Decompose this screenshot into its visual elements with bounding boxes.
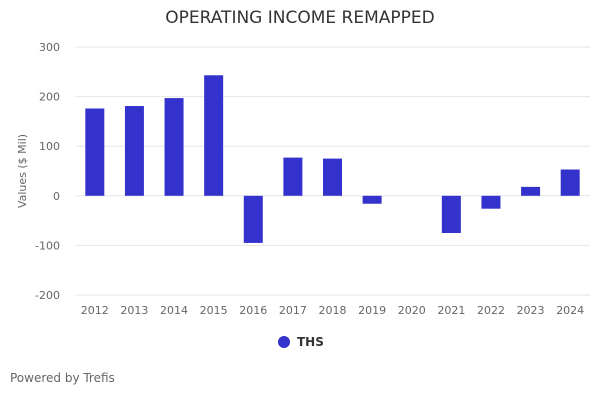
x-tick-label: 2018 bbox=[319, 304, 347, 317]
bar-2023 bbox=[521, 186, 541, 196]
y-tick-label: 300 bbox=[39, 41, 60, 54]
legend[interactable]: THS bbox=[278, 335, 324, 349]
legend-marker bbox=[278, 336, 290, 348]
x-tick-label: 2021 bbox=[437, 304, 465, 317]
x-tick-label: 2024 bbox=[556, 304, 584, 317]
y-tick-label: 100 bbox=[39, 140, 60, 153]
y-axis-label: Values ($ Mil) bbox=[16, 134, 29, 208]
x-tick-label: 2017 bbox=[279, 304, 307, 317]
y-tick-label: 0 bbox=[53, 190, 60, 203]
bar-2018 bbox=[323, 158, 342, 196]
x-tick-label: 2023 bbox=[517, 304, 545, 317]
x-tick-label: 2022 bbox=[477, 304, 505, 317]
x-tick-label: 2015 bbox=[200, 304, 228, 317]
x-tick-label: 2012 bbox=[81, 304, 109, 317]
bar-2021 bbox=[441, 195, 461, 233]
chart-title: OPERATING INCOME REMAPPED bbox=[165, 8, 435, 28]
bar-2019 bbox=[362, 195, 382, 204]
bar-2014 bbox=[164, 98, 184, 196]
x-tick-label: 2016 bbox=[239, 304, 267, 317]
y-tick-label: 200 bbox=[39, 91, 60, 104]
bar-2015 bbox=[204, 75, 224, 196]
x-tick-label: 2014 bbox=[160, 304, 188, 317]
powered-by-credit: Powered by Trefis bbox=[10, 371, 115, 385]
y-tick-label: -100 bbox=[35, 239, 60, 252]
bar-chart: 300 200 100 0 -100 -200 Values ($ Mil) 2012 2013… bbox=[16, 41, 590, 317]
bar-2012 bbox=[85, 108, 105, 196]
x-tick-label: 2020 bbox=[398, 304, 426, 317]
x-tick-label: 2019 bbox=[358, 304, 386, 317]
bar-2024 bbox=[560, 169, 580, 196]
bar-2016 bbox=[243, 195, 263, 243]
x-tick-label: 2013 bbox=[120, 304, 148, 317]
y-tick-label: -200 bbox=[35, 289, 60, 302]
bar-2017 bbox=[283, 157, 303, 196]
bar-2013 bbox=[124, 106, 144, 196]
bar-2022 bbox=[481, 195, 501, 209]
legend-label: THS bbox=[297, 335, 324, 349]
